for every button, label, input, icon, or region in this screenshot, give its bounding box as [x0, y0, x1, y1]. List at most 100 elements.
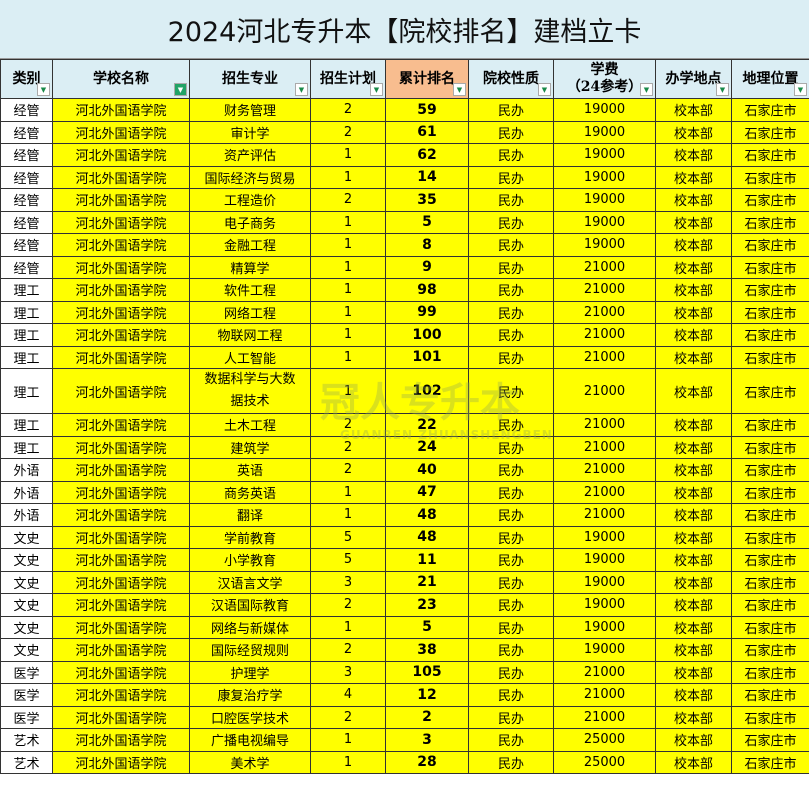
column-location-cell[interactable]: 石家庄市: [731, 615, 809, 639]
column-category-cell[interactable]: 文史: [0, 525, 53, 549]
column-category-cell[interactable]: 文史: [0, 548, 53, 572]
column-category-cell[interactable]: 医学: [0, 705, 53, 729]
column-category-cell[interactable]: 外语: [0, 480, 53, 504]
column-plan-cell[interactable]: 4: [310, 683, 386, 707]
column-tuition-cell[interactable]: 21000: [553, 458, 656, 482]
column-campus-cell[interactable]: 校本部: [655, 728, 732, 752]
column-rank-cell[interactable]: 35: [385, 188, 469, 212]
column-plan-cell[interactable]: 1: [310, 165, 386, 189]
column-category-cell[interactable]: 医学: [0, 660, 53, 684]
column-type-cell[interactable]: 民办: [468, 705, 554, 729]
column-campus-cell[interactable]: 校本部: [655, 480, 732, 504]
column-category-cell[interactable]: 经管: [0, 210, 53, 234]
column-major-cell[interactable]: 康复治疗学: [189, 683, 311, 707]
column-type-cell[interactable]: 民办: [468, 233, 554, 257]
column-campus-cell[interactable]: 校本部: [655, 120, 732, 144]
column-tuition-cell[interactable]: 21000: [553, 345, 656, 369]
column-school-cell[interactable]: 河北外国语学院: [52, 435, 190, 459]
column-plan-cell[interactable]: 1: [310, 480, 386, 504]
filter-active-icon[interactable]: ▼: [174, 83, 187, 96]
column-location-cell[interactable]: 石家庄市: [731, 300, 809, 324]
column-location-cell[interactable]: 石家庄市: [731, 278, 809, 302]
column-rank-cell[interactable]: 101: [385, 345, 469, 369]
column-school-cell[interactable]: 河北外国语学院: [52, 210, 190, 234]
column-tuition-cell[interactable]: 19000: [553, 210, 656, 234]
column-school-cell[interactable]: 河北外国语学院: [52, 683, 190, 707]
column-campus-cell[interactable]: 校本部: [655, 683, 732, 707]
column-category-cell[interactable]: 理工: [0, 278, 53, 302]
column-plan-cell[interactable]: 2: [310, 638, 386, 662]
column-plan-cell[interactable]: 2: [310, 435, 386, 459]
column-location-cell[interactable]: 石家庄市: [731, 165, 809, 189]
column-major-cell[interactable]: 国际经济与贸易: [189, 165, 311, 189]
column-major-cell[interactable]: 精算学: [189, 255, 311, 279]
column-major-cell[interactable]: 广播电视编导: [189, 728, 311, 752]
column-location-cell[interactable]: 石家庄市: [731, 210, 809, 234]
column-type-cell[interactable]: 民办: [468, 413, 554, 437]
column-location-cell[interactable]: 石家庄市: [731, 480, 809, 504]
column-tuition-cell[interactable]: 21000: [553, 480, 656, 504]
column-location-cell[interactable]: 石家庄市: [731, 233, 809, 257]
column-tuition-cell[interactable]: 19000: [553, 638, 656, 662]
column-type-cell[interactable]: 民办: [468, 435, 554, 459]
column-category-cell[interactable]: 艺术: [0, 750, 53, 774]
column-type-cell[interactable]: 民办: [468, 300, 554, 324]
column-location-cell[interactable]: 石家庄市: [731, 368, 809, 414]
column-tuition-cell[interactable]: 19000: [553, 570, 656, 594]
column-type-cell[interactable]: 民办: [468, 323, 554, 347]
column-rank-cell[interactable]: 28: [385, 750, 469, 774]
column-school-cell[interactable]: 河北外国语学院: [52, 593, 190, 617]
column-school-cell[interactable]: 河北外国语学院: [52, 233, 190, 257]
column-plan-cell[interactable]: 1: [310, 750, 386, 774]
column-school-cell[interactable]: 河北外国语学院: [52, 660, 190, 684]
column-tuition-cell[interactable]: 21000: [553, 300, 656, 324]
column-tuition-cell[interactable]: 21000: [553, 660, 656, 684]
column-major-cell[interactable]: 翻译: [189, 503, 311, 527]
column-rank-cell[interactable]: 11: [385, 548, 469, 572]
column-rank-cell[interactable]: 22: [385, 413, 469, 437]
column-school-cell[interactable]: 河北外国语学院: [52, 165, 190, 189]
column-category-cell[interactable]: 经管: [0, 188, 53, 212]
column-major-cell[interactable]: 商务英语: [189, 480, 311, 504]
column-tuition-cell[interactable]: 19000: [553, 165, 656, 189]
column-plan-cell[interactable]: 2: [310, 120, 386, 144]
column-major-cell[interactable]: 小学教育: [189, 548, 311, 572]
column-rank-cell[interactable]: 62: [385, 143, 469, 167]
column-major-cell[interactable]: 数据科学与大数据技术: [189, 368, 311, 414]
column-category-cell[interactable]: 医学: [0, 683, 53, 707]
column-campus-cell[interactable]: 校本部: [655, 593, 732, 617]
column-location-cell[interactable]: 石家庄市: [731, 323, 809, 347]
column-tuition-cell[interactable]: 21000: [553, 255, 656, 279]
column-category-cell[interactable]: 理工: [0, 413, 53, 437]
column-major-cell[interactable]: 汉语国际教育: [189, 593, 311, 617]
column-tuition-cell[interactable]: 21000: [553, 683, 656, 707]
column-category-cell[interactable]: 经管: [0, 143, 53, 167]
column-campus-cell[interactable]: 校本部: [655, 323, 732, 347]
column-location-cell[interactable]: 石家庄市: [731, 705, 809, 729]
column-major-cell[interactable]: 护理学: [189, 660, 311, 684]
column-tuition-cell[interactable]: 19000: [553, 98, 656, 122]
column-type-cell[interactable]: 民办: [468, 593, 554, 617]
column-plan-cell[interactable]: 1: [310, 615, 386, 639]
column-school-cell[interactable]: 河北外国语学院: [52, 458, 190, 482]
column-plan-cell[interactable]: 2: [310, 593, 386, 617]
column-tuition-cell[interactable]: 25000: [553, 728, 656, 752]
column-campus-cell[interactable]: 校本部: [655, 143, 732, 167]
column-campus-cell[interactable]: 校本部: [655, 638, 732, 662]
column-tuition-cell[interactable]: 19000: [553, 548, 656, 572]
column-school-cell[interactable]: 河北外国语学院: [52, 413, 190, 437]
column-rank-cell[interactable]: 40: [385, 458, 469, 482]
column-type-cell[interactable]: 民办: [468, 570, 554, 594]
column-rank-cell[interactable]: 98: [385, 278, 469, 302]
column-major-cell[interactable]: 人工智能: [189, 345, 311, 369]
column-campus-cell[interactable]: 校本部: [655, 98, 732, 122]
column-rank-cell[interactable]: 21: [385, 570, 469, 594]
column-tuition-cell[interactable]: 21000: [553, 368, 656, 414]
column-tuition-cell[interactable]: 21000: [553, 503, 656, 527]
column-school-cell[interactable]: 河北外国语学院: [52, 368, 190, 414]
column-school-cell[interactable]: 河北外国语学院: [52, 548, 190, 572]
column-location-cell[interactable]: 石家庄市: [731, 638, 809, 662]
column-type-cell[interactable]: 民办: [468, 503, 554, 527]
column-category-cell[interactable]: 外语: [0, 458, 53, 482]
column-plan-cell[interactable]: 2: [310, 705, 386, 729]
